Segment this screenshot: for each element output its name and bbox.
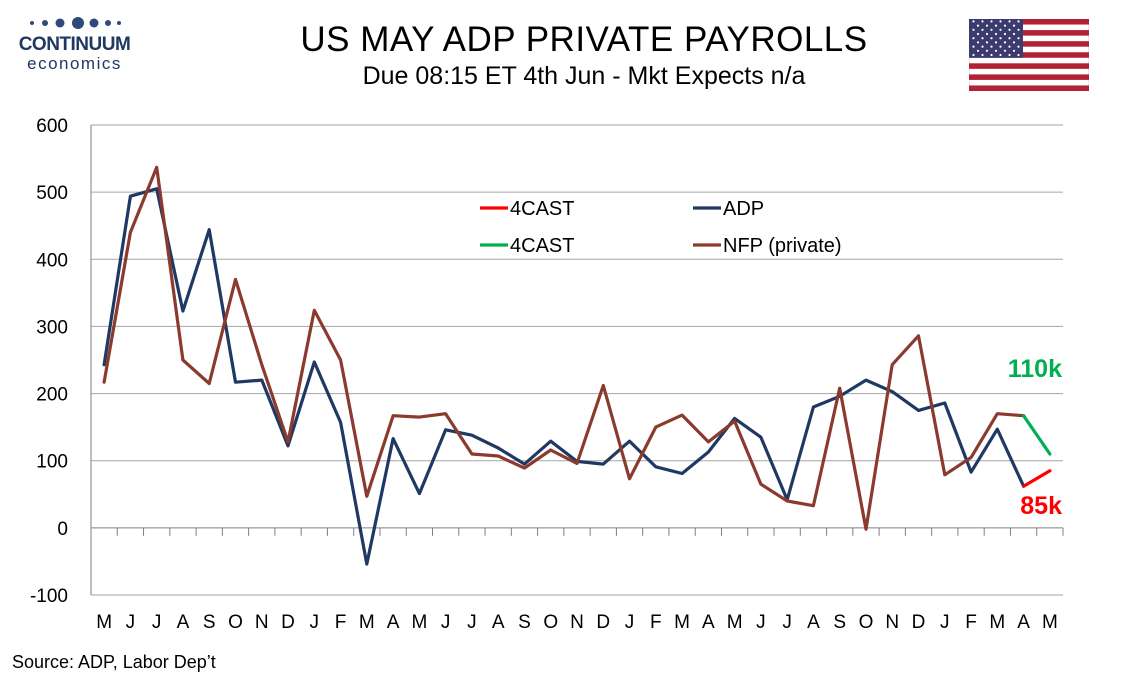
x-tick-label: O bbox=[543, 612, 558, 633]
x-tick-label: J bbox=[441, 612, 451, 633]
y-tick-label: 300 bbox=[36, 317, 68, 338]
x-tick-label: M bbox=[727, 612, 743, 633]
x-tick-label: A bbox=[387, 612, 400, 633]
series-line-adp-0 bbox=[102, 187, 1026, 566]
annotation-red: 85k bbox=[1020, 492, 1062, 520]
x-tick-label: S bbox=[833, 612, 846, 633]
x-tick-label: N bbox=[255, 612, 269, 633]
x-tick-label: J bbox=[310, 612, 320, 633]
logo: CONTINUUM economics bbox=[12, 14, 137, 76]
x-tick-label: O bbox=[228, 612, 243, 633]
x-tick-label: D bbox=[912, 612, 926, 633]
x-tick-label: J bbox=[756, 612, 766, 633]
x-tick-label: F bbox=[335, 612, 347, 633]
series-line-4cast-2 bbox=[1022, 469, 1052, 488]
legend-label: ADP bbox=[723, 198, 764, 220]
chart-subtitle: Due 08:15 ET 4th Jun - Mkt Expects n/a bbox=[362, 62, 806, 90]
x-tick-label: A bbox=[702, 612, 715, 633]
x-tick-label: N bbox=[885, 612, 899, 633]
x-tick-label: A bbox=[807, 612, 820, 633]
x-tick-label: D bbox=[596, 612, 610, 633]
x-tick-label: D bbox=[281, 612, 295, 633]
series-line-nfp-private-1 bbox=[102, 165, 1026, 531]
legend-label: 4CAST bbox=[510, 235, 574, 257]
x-tick-label: O bbox=[859, 612, 874, 633]
source-note: Source: ADP, Labor Dep’t bbox=[12, 652, 216, 672]
x-tick-label: M bbox=[96, 612, 112, 633]
x-tick-label: A bbox=[1017, 612, 1030, 633]
x-tick-label: M bbox=[411, 612, 427, 633]
x-tick-label: M bbox=[674, 612, 690, 633]
legend-label: NFP (private) bbox=[723, 235, 842, 257]
x-tick-label: M bbox=[359, 612, 375, 633]
x-tick-label: A bbox=[492, 612, 505, 633]
x-tick-label: J bbox=[940, 612, 950, 633]
x-tick-label: F bbox=[650, 612, 662, 633]
logo-brand: CONTINUUM bbox=[18, 34, 131, 55]
logo-dots-icon bbox=[30, 17, 121, 29]
x-tick-label: J bbox=[152, 612, 162, 633]
y-tick-label: 600 bbox=[36, 116, 68, 137]
y-tick-label: 500 bbox=[36, 183, 68, 204]
y-tick-label: 100 bbox=[36, 452, 68, 473]
x-tick-label: M bbox=[1042, 612, 1058, 633]
series-line-4cast-3 bbox=[1022, 414, 1052, 456]
us-flag-icon bbox=[969, 19, 1089, 91]
legend-label: 4CAST bbox=[510, 198, 574, 220]
logo-sub: economics bbox=[27, 54, 122, 73]
x-tick-label: M bbox=[989, 612, 1005, 633]
x-tick-label: J bbox=[782, 612, 792, 633]
x-tick-label: N bbox=[570, 612, 584, 633]
y-tick-label: 0 bbox=[57, 519, 68, 540]
y-tick-label: 400 bbox=[36, 250, 68, 271]
x-tick-label: S bbox=[203, 612, 216, 633]
x-tick-label: J bbox=[126, 612, 136, 633]
chart-title: US MAY ADP PRIVATE PAYROLLS bbox=[300, 20, 868, 59]
x-tick-label: J bbox=[467, 612, 477, 633]
x-tick-label: A bbox=[177, 612, 190, 633]
x-tick-label: F bbox=[965, 612, 977, 633]
y-tick-label: 200 bbox=[36, 385, 68, 406]
x-tick-label: J bbox=[625, 612, 635, 633]
y-tick-label: -100 bbox=[30, 586, 68, 607]
annotation-green: 110k bbox=[1008, 355, 1062, 383]
x-tick-label: S bbox=[518, 612, 531, 633]
